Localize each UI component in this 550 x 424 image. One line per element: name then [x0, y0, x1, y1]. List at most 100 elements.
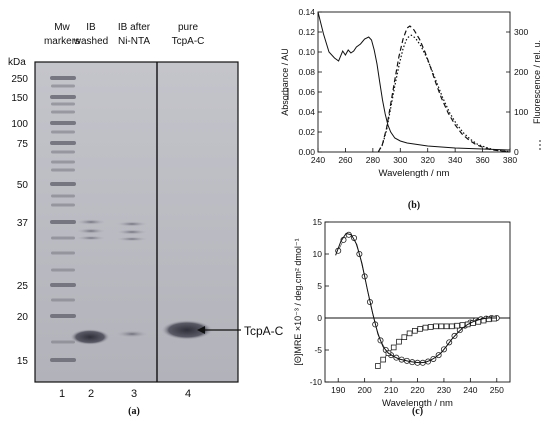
- lane-number: 4: [185, 388, 191, 400]
- band-ib-washed-high-3: [75, 235, 107, 241]
- series-line-0: [317, 11, 511, 151]
- y-axis-label: Absorbance / AU: [280, 48, 290, 116]
- ladder-band: [50, 358, 76, 362]
- band-ni-nta-high-2: [115, 229, 149, 235]
- x-tick-label: 220: [410, 385, 424, 395]
- y-tick-label: 0.12: [298, 27, 315, 37]
- data-point-square: [449, 323, 455, 330]
- series-line-1: [377, 25, 508, 153]
- x-tick-label: 200: [358, 385, 372, 395]
- ladder-band: [50, 121, 76, 125]
- marker-weight-label: 75: [17, 139, 29, 150]
- x-tick-label: 190: [331, 385, 345, 395]
- y-tick-label: 0.00: [298, 147, 315, 157]
- y2-tick-label: 200: [514, 67, 528, 77]
- lane-header-3: Ni-NTA: [118, 36, 150, 47]
- ladder-band: [51, 268, 75, 272]
- kda-label: kDa: [8, 57, 26, 68]
- series-line-2: [335, 232, 497, 364]
- band-ni-nta-high-3: [115, 236, 149, 242]
- marker-weight-label: 250: [11, 74, 28, 85]
- panel-a-caption: (a): [128, 406, 140, 417]
- marker-weight-label: 20: [17, 312, 29, 323]
- data-point-square: [422, 324, 429, 331]
- marker-weight-label: 25: [17, 281, 29, 292]
- ladder-band: [51, 160, 75, 164]
- band-pure-tcpa-c: [161, 320, 213, 340]
- data-point-square: [412, 327, 418, 334]
- data-point-square: [454, 322, 460, 329]
- y-tick-label: 0.10: [298, 47, 315, 57]
- data-point-square: [406, 330, 413, 337]
- data-point-square: [443, 323, 450, 330]
- y-tick-label: 5: [317, 281, 322, 291]
- ladder-band: [51, 236, 75, 240]
- panel-b-caption: (b): [408, 200, 420, 211]
- lane-header-4: TcpA-C: [172, 36, 205, 47]
- y2-tick-label: 300: [514, 27, 528, 37]
- y-tick-label: 0.02: [298, 127, 315, 137]
- ladder-band: [51, 298, 75, 302]
- ladder-band: [51, 194, 75, 198]
- marker-weight-label: 15: [17, 356, 29, 367]
- data-point-square: [417, 326, 423, 332]
- x-tick-label: 380: [503, 155, 517, 165]
- cd-panel: 190 200 210 220 230 240 250 -10 -5 0 5 10 15 Waveleng…: [293, 217, 511, 417]
- ladder-band: [50, 76, 76, 80]
- data-point-square: [486, 316, 492, 323]
- marker-weight-label: 100: [11, 119, 28, 130]
- lane-header-2: washed: [73, 36, 108, 47]
- ladder-band: [50, 182, 76, 186]
- spectra-panel: 240 260 280 300 320 340 360 380 0.00 0.02 0.04 0.06…: [280, 7, 542, 211]
- data-point-square: [491, 315, 497, 322]
- ladder-band: [51, 84, 75, 88]
- band-ib-washed-high-1: [75, 219, 107, 225]
- y-tick-label: 0: [317, 313, 322, 323]
- data-point-square: [401, 334, 408, 340]
- y-tick-label: 0.08: [298, 67, 315, 77]
- ladder-band: [51, 340, 75, 344]
- y-tick-label: 0.04: [298, 107, 315, 117]
- lane-header-2: IB: [86, 22, 96, 33]
- y-axis-label: [Θ]MRE ×10⁻³ / deg.cm² dmol⁻¹: [293, 238, 303, 365]
- lane-header-4: pure: [178, 22, 198, 33]
- ladder-band: [50, 95, 76, 99]
- band-ib-washed-high-2: [75, 228, 107, 234]
- lane-header-1: markers: [44, 36, 80, 47]
- x-tick-label: 250: [490, 385, 504, 395]
- ladder-band: [51, 251, 75, 255]
- y-tick-label: -10: [310, 377, 323, 387]
- x-tick-label: 210: [384, 385, 398, 395]
- y2-tick-label: 100: [514, 107, 528, 117]
- lane-number: 3: [131, 388, 137, 400]
- ladder-band: [51, 102, 75, 106]
- series-line-2: [377, 34, 511, 153]
- marker-weight-label: 150: [11, 93, 28, 104]
- ladder-band: [50, 141, 76, 145]
- x-tick-label: 240: [311, 155, 325, 165]
- band-arrow-label: TcpA-C: [244, 324, 284, 338]
- plot-frame-c: [324, 221, 511, 383]
- x-tick-label: 320: [421, 155, 435, 165]
- lane-header-3: IB after: [118, 22, 151, 33]
- x-tick-label: 230: [437, 385, 451, 395]
- y-tick-label: 0.14: [298, 7, 315, 17]
- band-ni-nta-main: [114, 330, 150, 338]
- lane-number: 1: [59, 388, 65, 400]
- x-tick-label: 280: [366, 155, 380, 165]
- x-tick-label: 240: [463, 385, 477, 395]
- ladder-band: [51, 203, 75, 207]
- lane-header-1: Mw: [54, 22, 70, 33]
- x-tick-label: 340: [448, 155, 462, 165]
- data-point-square: [380, 356, 386, 363]
- ladder-band: [50, 283, 76, 287]
- marker-weight-label: 50: [17, 180, 29, 191]
- arrow-head-icon: [197, 326, 205, 334]
- y-tick-label: 0.06: [298, 87, 315, 97]
- data-point-square: [390, 344, 397, 351]
- ladder-band: [51, 130, 75, 134]
- data-point-square: [396, 338, 402, 345]
- lane-number: 2: [88, 388, 94, 400]
- gel-panel: Mw markers IB washed IB after Ni-NTA pure TcpA-…: [8, 22, 284, 417]
